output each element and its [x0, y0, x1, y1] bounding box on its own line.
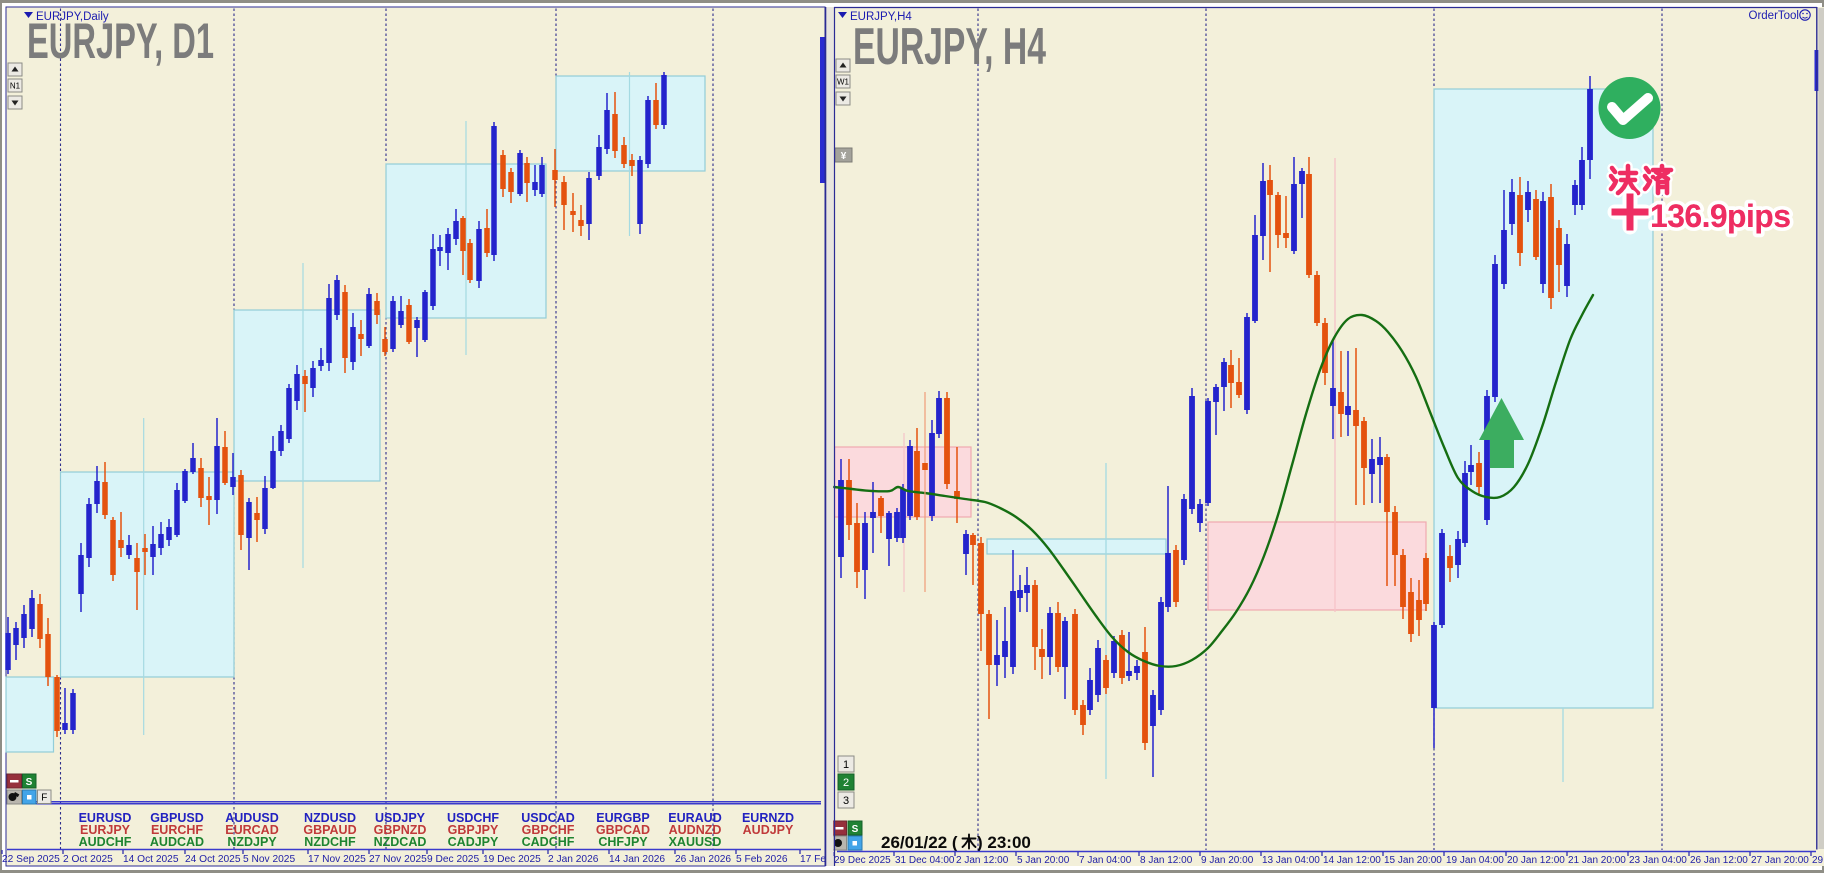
- svg-text:AUDCAD: AUDCAD: [150, 835, 204, 849]
- svg-text:¥: ¥: [841, 151, 847, 162]
- svg-text:S: S: [852, 824, 859, 835]
- svg-text:5 Nov 2025: 5 Nov 2025: [243, 854, 295, 865]
- svg-text:W1: W1: [837, 77, 850, 86]
- svg-text:AUDNZD: AUDNZD: [669, 823, 722, 837]
- svg-text:USDCHF: USDCHF: [447, 811, 499, 825]
- svg-text:29 J: 29 J: [1812, 855, 1824, 866]
- svg-text:EURUSD: EURUSD: [79, 811, 132, 825]
- svg-text:15 Jan 20:00: 15 Jan 20:00: [1384, 855, 1442, 866]
- svg-text:19 Jan 04:00: 19 Jan 04:00: [1446, 855, 1504, 866]
- svg-text:EURNZD: EURNZD: [742, 811, 794, 825]
- svg-text:14 Jan 12:00: 14 Jan 12:00: [1323, 855, 1381, 866]
- svg-text:7 Jan 04:00: 7 Jan 04:00: [1079, 855, 1132, 866]
- svg-text:F: F: [41, 792, 47, 803]
- svg-text:14 Oct 2025: 14 Oct 2025: [123, 854, 179, 865]
- svg-text:N1: N1: [10, 81, 21, 90]
- svg-text:CADJPY: CADJPY: [448, 835, 499, 849]
- svg-text:USDCAD: USDCAD: [521, 811, 574, 825]
- svg-text:31 Dec 04:00: 31 Dec 04:00: [895, 855, 955, 866]
- svg-text:17 Nov 2025: 17 Nov 2025: [308, 854, 366, 865]
- svg-text:GBPUSD: GBPUSD: [150, 811, 203, 825]
- svg-text:EURGBP: EURGBP: [596, 811, 649, 825]
- svg-text:136.9pips: 136.9pips: [1650, 198, 1791, 234]
- svg-text:2 Oct 2025: 2 Oct 2025: [63, 854, 113, 865]
- svg-text:GBPCHF: GBPCHF: [522, 823, 575, 837]
- svg-text:27 Nov 2025: 27 Nov 2025: [369, 854, 427, 865]
- svg-text:26 Jan 12:00: 26 Jan 12:00: [1690, 855, 1748, 866]
- svg-text:NZDJPY: NZDJPY: [227, 835, 277, 849]
- svg-text:EURJPY, H4: EURJPY, H4: [853, 18, 1046, 76]
- svg-text:2 Jan 12:00: 2 Jan 12:00: [956, 855, 1009, 866]
- svg-text:3: 3: [843, 795, 849, 807]
- svg-text:) 23:00: ) 23:00: [977, 833, 1031, 852]
- svg-text:26 Jan 2026: 26 Jan 2026: [675, 854, 731, 865]
- svg-text:NZDUSD: NZDUSD: [304, 811, 356, 825]
- svg-text:2: 2: [843, 777, 849, 789]
- svg-text:27 Jan 20:00: 27 Jan 20:00: [1751, 855, 1809, 866]
- svg-text:CADCHF: CADCHF: [522, 835, 575, 849]
- svg-text:5 Feb 2026: 5 Feb 2026: [736, 854, 788, 865]
- svg-text:EURCHF: EURCHF: [151, 823, 203, 837]
- svg-text:21 Jan 20:00: 21 Jan 20:00: [1568, 855, 1626, 866]
- svg-text:2 Jan 2026: 2 Jan 2026: [548, 854, 599, 865]
- svg-text:8 Jan 12:00: 8 Jan 12:00: [1140, 855, 1193, 866]
- svg-text:AUDCHF: AUDCHF: [79, 835, 132, 849]
- svg-text:23 Jan 04:00: 23 Jan 04:00: [1629, 855, 1687, 866]
- svg-text:26/01/22 (: 26/01/22 (: [881, 833, 958, 852]
- svg-text:NZDCHF: NZDCHF: [304, 835, 356, 849]
- svg-text:EURJPY,H4: EURJPY,H4: [850, 11, 912, 23]
- svg-text:AUDJPY: AUDJPY: [743, 823, 794, 837]
- svg-text:136.9pips: 136.9pips: [1650, 198, 1791, 234]
- svg-text:USDJPY: USDJPY: [375, 811, 426, 825]
- svg-text:GBPNZD: GBPNZD: [374, 823, 427, 837]
- svg-text:9 Jan 20:00: 9 Jan 20:00: [1201, 855, 1254, 866]
- svg-text:GBPCAD: GBPCAD: [596, 823, 650, 837]
- svg-text:OrderTool: OrderTool: [1749, 10, 1800, 22]
- svg-text:5 Jan 20:00: 5 Jan 20:00: [1017, 855, 1070, 866]
- svg-text:EURJPY: EURJPY: [80, 823, 131, 837]
- svg-text:S: S: [26, 777, 33, 788]
- svg-text:24 Oct 2025: 24 Oct 2025: [185, 854, 241, 865]
- svg-text:19 Dec 2025: 19 Dec 2025: [483, 854, 541, 865]
- svg-text:NZDCAD: NZDCAD: [374, 835, 427, 849]
- svg-text:14 Jan 2026: 14 Jan 2026: [609, 854, 665, 865]
- svg-text:CHFJPY: CHFJPY: [598, 835, 648, 849]
- svg-text:EURJPY,Daily: EURJPY,Daily: [36, 11, 109, 23]
- svg-text:GBPAUD: GBPAUD: [303, 823, 356, 837]
- svg-text:17 Feb: 17 Feb: [800, 854, 832, 865]
- svg-text:EURCAD: EURCAD: [225, 823, 278, 837]
- svg-text:1: 1: [843, 759, 849, 771]
- svg-text:9 Dec 2025: 9 Dec 2025: [427, 854, 479, 865]
- svg-text:13 Jan 04:00: 13 Jan 04:00: [1262, 855, 1320, 866]
- svg-text:EURJPY, D1: EURJPY, D1: [27, 13, 214, 69]
- svg-text:AUDUSD: AUDUSD: [225, 811, 278, 825]
- svg-text:GBPJPY: GBPJPY: [448, 823, 499, 837]
- svg-text:EURAUD: EURAUD: [668, 811, 721, 825]
- svg-text:20 Jan 12:00: 20 Jan 12:00: [1507, 855, 1565, 866]
- svg-text:XAUUSD: XAUUSD: [669, 835, 722, 849]
- svg-text:22 Sep 2025: 22 Sep 2025: [2, 854, 60, 865]
- svg-text:29 Dec 2025: 29 Dec 2025: [834, 855, 891, 866]
